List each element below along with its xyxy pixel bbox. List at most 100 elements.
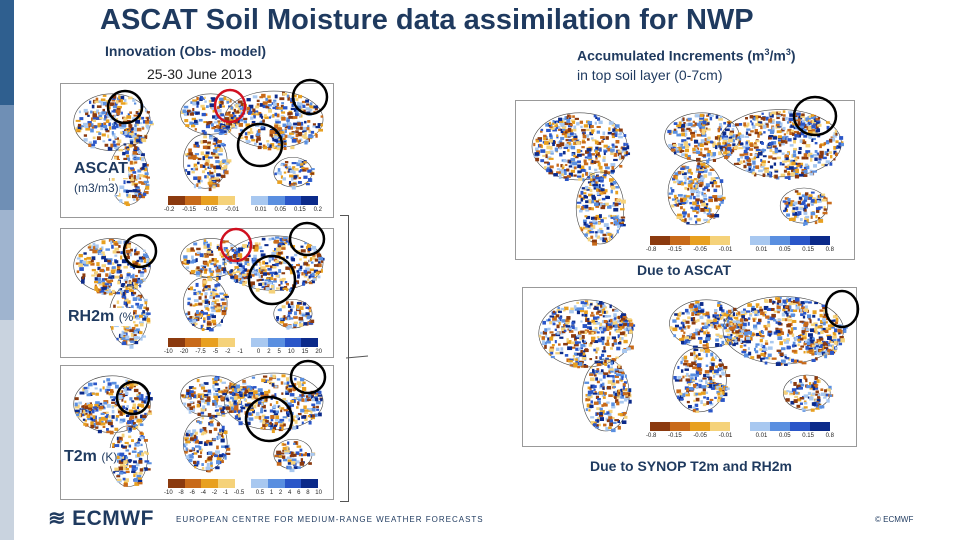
colorbar-rh2m-tick: 15 bbox=[301, 349, 309, 355]
colorbar-t2m-tick: -0.5 bbox=[233, 490, 245, 496]
colorbar-due-ascat-tick: 0.01 bbox=[755, 247, 768, 253]
colorbar-due-synop-swatch bbox=[810, 422, 830, 431]
colorbar-due-ascat-ticks: -0.8 -0.15 -0.05 -0.01 0.01 0.05 0.15 0.8 bbox=[646, 247, 834, 253]
colorbar-rh2m-swatch bbox=[218, 338, 235, 347]
caption-due-ascat: Due to ASCAT bbox=[637, 262, 732, 278]
colorbar-due-ascat-tick: -0.15 bbox=[667, 247, 682, 253]
colorbar-due-synop-swatch bbox=[790, 422, 810, 431]
colorbar-due-ascat-swatch bbox=[650, 236, 670, 245]
colorbar-due-ascat-tick: -0.01 bbox=[718, 247, 733, 253]
bracket-top bbox=[340, 215, 349, 502]
colorbar-due-synop-swatch bbox=[730, 422, 750, 431]
colorbar-due-ascat-swatch bbox=[730, 236, 750, 245]
colorbar-due-ascat-tick: 0.05 bbox=[778, 247, 791, 253]
colorbar-due-ascat-tick: 0.8 bbox=[825, 247, 834, 253]
colorbar-rh2m-tick: -2 bbox=[225, 349, 231, 355]
colorbar-rh2m-ticks: -10 -20 -7.5 -5 -2 -1 0 2 5 10 15 20 bbox=[164, 349, 322, 355]
colorbar-t2m-swatch bbox=[284, 479, 302, 488]
colorbar-t2m bbox=[168, 479, 319, 488]
left-accent-bar bbox=[0, 0, 14, 540]
slide-title: ASCAT Soil Moisture data assimilation fo… bbox=[100, 4, 754, 36]
colorbar-rh2m bbox=[168, 338, 319, 347]
colorbar-due-synop-tick: -0.8 bbox=[646, 433, 657, 439]
colorbar-due-synop-tick: 0.15 bbox=[802, 433, 814, 439]
colorbar-ascat-swatch bbox=[218, 196, 235, 205]
colorbar-rh2m-tick: 5 bbox=[277, 349, 281, 355]
colorbar-ascat-tick: 0.15 bbox=[294, 207, 306, 213]
colorbar-t2m-swatch bbox=[184, 479, 202, 488]
colorbar-ascat-tick: -0.01 bbox=[225, 207, 240, 213]
colorbar-due-synop-swatch bbox=[710, 422, 730, 431]
caption-due-synop: Due to SYNOP T2m and RH2m bbox=[590, 458, 793, 474]
colorbar-rh2m-tick: 20 bbox=[315, 349, 322, 355]
colorbar-rh2m-tick: -5 bbox=[212, 349, 219, 355]
soil-layer-subheading: in top soil layer (0-7cm) bbox=[577, 67, 723, 83]
colorbar-ascat-swatch bbox=[251, 196, 269, 205]
colorbar-due-ascat-tick: -0.05 bbox=[693, 247, 707, 253]
colorbar-t2m-tick: -4 bbox=[200, 490, 206, 496]
colorbar-rh2m-tick: -10 bbox=[164, 349, 173, 355]
colorbar-due-synop-tick: -0.15 bbox=[667, 433, 682, 439]
colorbar-rh2m-swatch bbox=[301, 338, 319, 347]
colorbar-ascat-tick: -0.05 bbox=[203, 207, 218, 213]
colorbar-ascat-tick: -0.15 bbox=[182, 207, 196, 213]
colorbar-rh2m-tick: 10 bbox=[287, 349, 295, 355]
colorbar-t2m-tick: 6 bbox=[297, 490, 301, 496]
colorbar-t2m-swatch bbox=[301, 479, 319, 488]
colorbar-rh2m-swatch bbox=[168, 338, 185, 347]
colorbar-due-synop-tick: -0.01 bbox=[718, 433, 733, 439]
colorbar-due-synop-tick: 0.05 bbox=[778, 433, 791, 439]
date-range: 25-30 June 2013 bbox=[147, 66, 253, 82]
colorbar-t2m-tick: -1 bbox=[222, 490, 229, 496]
colorbar-t2m-swatch bbox=[168, 479, 185, 488]
colorbar-rh2m-tick: 2 bbox=[267, 349, 271, 355]
label-ascat-unit: (m3/m3) bbox=[74, 181, 119, 195]
colorbar-due-ascat-swatch bbox=[810, 236, 830, 245]
colorbar-due-synop-tick: 0.8 bbox=[825, 433, 834, 439]
footer-copyright: © ECMWF bbox=[875, 515, 914, 524]
colorbar-due-synop-tick: 0.01 bbox=[755, 433, 768, 439]
colorbar-t2m-tick: 4 bbox=[288, 490, 292, 496]
map-t2m-innovation bbox=[60, 365, 334, 500]
label-rh2m: RH2m (% bbox=[68, 308, 134, 326]
colorbar-t2m-swatch bbox=[201, 479, 219, 488]
colorbar-t2m-tick: 8 bbox=[306, 490, 310, 496]
colorbar-t2m-tick: 0.5 bbox=[255, 490, 265, 496]
colorbar-rh2m-swatch bbox=[284, 338, 302, 347]
increments-heading: Accumulated Increments (m3/m3) bbox=[577, 47, 796, 64]
map-increments-synop bbox=[522, 287, 857, 447]
colorbar-ascat-tick: 0.2 bbox=[313, 207, 322, 213]
colorbar-due-ascat-tick: -0.8 bbox=[646, 247, 657, 253]
colorbar-t2m-tick: 10 bbox=[315, 490, 322, 496]
colorbar-t2m-tick: 1 bbox=[269, 490, 274, 496]
colorbar-t2m-swatch bbox=[268, 479, 285, 488]
colorbar-due-synop-tick: -0.05 bbox=[693, 433, 707, 439]
colorbar-ascat-swatch bbox=[201, 196, 219, 205]
bracket-connector bbox=[346, 355, 369, 359]
colorbar-t2m-tick: -8 bbox=[178, 490, 184, 496]
colorbar-ascat-swatch bbox=[234, 196, 252, 205]
colorbar-ascat-tick: -0.2 bbox=[164, 207, 175, 213]
colorbar-due-ascat-swatch bbox=[710, 236, 730, 245]
colorbar-ascat bbox=[168, 196, 319, 205]
label-t2m: T2m (K) bbox=[64, 448, 118, 466]
ecmwf-wave-icon: ≋ bbox=[48, 507, 67, 530]
colorbar-t2m-tick: -2 bbox=[211, 490, 218, 496]
colorbar-ascat-tick: 0.05 bbox=[274, 207, 287, 213]
ecmwf-logo: ≋ ECMWF bbox=[48, 507, 154, 530]
colorbar-due-synop-swatch bbox=[650, 422, 670, 431]
colorbar-ascat-swatch bbox=[301, 196, 319, 205]
colorbar-due-ascat-swatch bbox=[670, 236, 690, 245]
colorbar-t2m-tick: -6 bbox=[189, 490, 195, 496]
label-ascat: ASCAT bbox=[74, 160, 128, 178]
colorbar-t2m-tick: 2 bbox=[278, 490, 283, 496]
colorbar-due-ascat-tick: 0.15 bbox=[802, 247, 814, 253]
colorbar-due-ascat-swatch bbox=[790, 236, 810, 245]
colorbar-due-synop-swatch bbox=[770, 422, 790, 431]
colorbar-ascat-swatch bbox=[268, 196, 285, 205]
colorbar-rh2m-tick: -1 bbox=[237, 349, 243, 355]
colorbar-due-synop-swatch bbox=[690, 422, 710, 431]
colorbar-due-synop-ticks: -0.8 -0.15 -0.05 -0.01 0.01 0.05 0.15 0.8 bbox=[646, 433, 834, 439]
colorbar-due-ascat-swatch bbox=[750, 236, 770, 245]
colorbar-t2m-swatch bbox=[234, 479, 252, 488]
